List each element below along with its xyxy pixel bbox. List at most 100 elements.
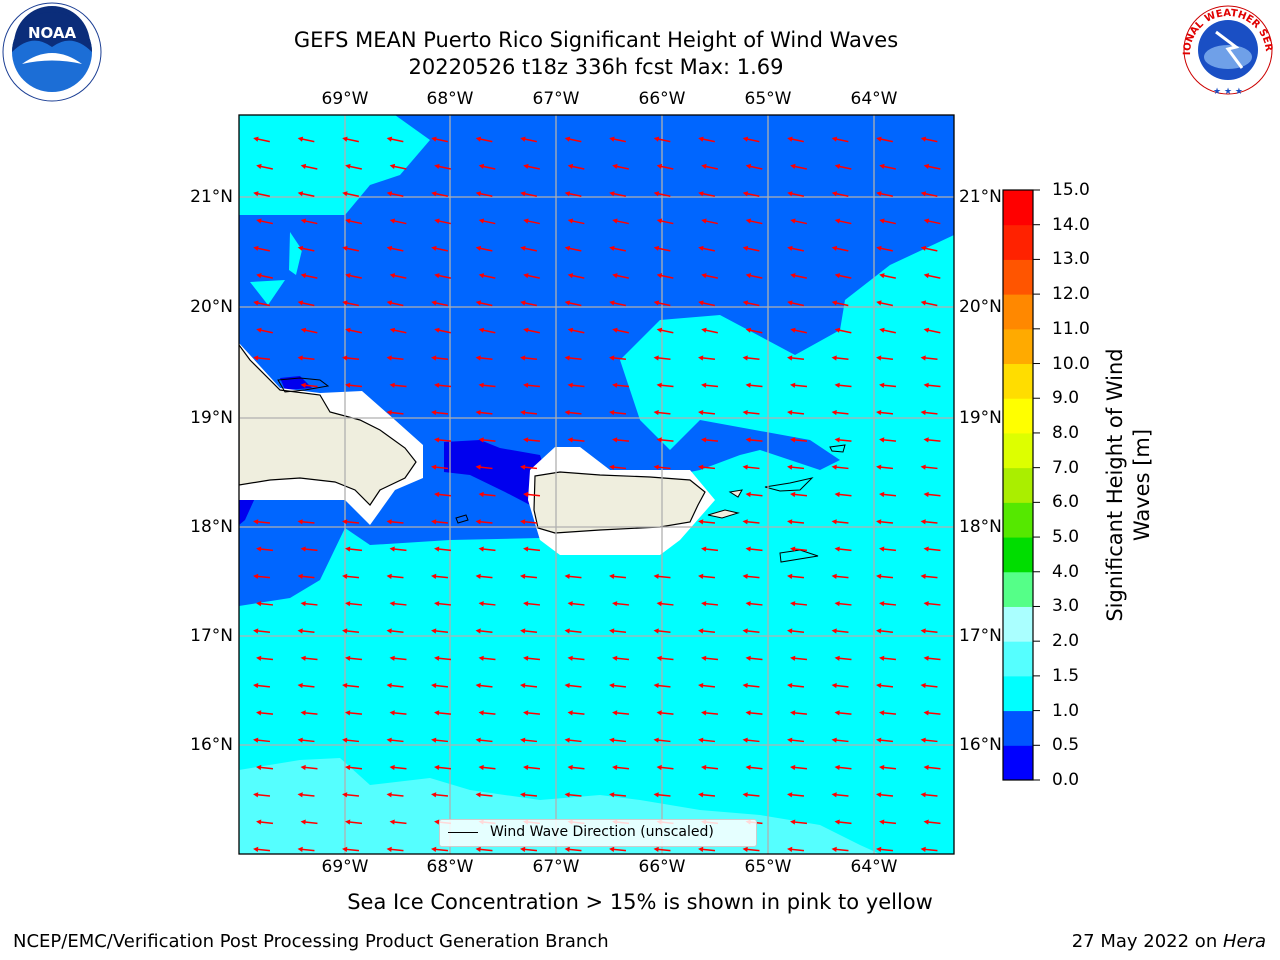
- wave-direction-arrow: [475, 792, 493, 798]
- wave-direction-arrow: [923, 601, 941, 607]
- wave-direction-arrow: [253, 300, 270, 307]
- wave-direction-arrow: [297, 300, 315, 307]
- wave-direction-arrow: [520, 846, 538, 852]
- wave-direction-arrow: [297, 355, 315, 361]
- wave-direction-arrow: [612, 327, 629, 334]
- wave-direction-arrow: [564, 792, 582, 798]
- wave-direction-arrow: [345, 163, 362, 170]
- wave-direction-arrow: [653, 573, 671, 579]
- wave-direction-arrow: [834, 710, 852, 716]
- wave-direction-arrow: [475, 191, 493, 197]
- wave-direction-arrow: [876, 519, 894, 525]
- wave-direction-arrow: [386, 300, 404, 307]
- colorbar-segment: [1003, 224, 1033, 260]
- wave-direction-arrow: [434, 218, 451, 225]
- wave-direction-arrow: [701, 218, 718, 225]
- wave-direction-arrow: [612, 437, 630, 443]
- colorbar-tick-label: 4.0: [1052, 561, 1080, 582]
- wave-direction-arrow: [478, 163, 496, 170]
- wave-direction-arrow: [520, 464, 538, 470]
- wave-direction-arrow: [701, 546, 719, 552]
- wave-direction-arrow: [345, 546, 363, 552]
- wave-direction-arrow: [831, 355, 849, 361]
- wave-direction-arrow: [834, 273, 852, 279]
- wave-direction-arrow: [256, 218, 273, 225]
- lon-label-bottom: 69°W: [321, 857, 369, 877]
- wave-direction-arrow: [386, 628, 404, 634]
- wave-direction-arrow: [653, 682, 671, 689]
- wave-direction-arrow: [389, 163, 407, 170]
- wave-direction-arrow: [656, 327, 674, 334]
- wave-direction-arrow: [831, 628, 849, 634]
- wave-direction-arrow: [879, 218, 896, 225]
- wave-direction-arrow: [742, 300, 760, 307]
- lat-label-left: 20°N: [190, 297, 233, 317]
- wave-direction-arrow: [567, 218, 585, 225]
- wave-direction-arrow: [342, 300, 359, 307]
- wave-direction-arrow: [389, 382, 407, 388]
- wave-direction-arrow: [831, 409, 849, 416]
- wave-direction-arrow: [478, 764, 496, 771]
- wave-direction-arrow: [787, 573, 805, 579]
- wave-direction-arrow: [698, 245, 715, 252]
- wave-direction-arrow: [876, 628, 894, 634]
- wave-direction-arrow: [253, 355, 271, 361]
- wave-direction-arrow: [831, 792, 849, 798]
- wave-direction-arrow: [831, 191, 849, 197]
- lon-label-top: 67°W: [532, 89, 580, 109]
- colorbar-segment: [1003, 467, 1033, 503]
- wave-direction-arrow: [431, 519, 449, 525]
- wave-direction-arrow: [567, 437, 585, 443]
- colorbar-tick-label: 10.0: [1052, 353, 1090, 374]
- lon-label-top: 65°W: [744, 89, 792, 109]
- wave-direction-arrow: [567, 710, 585, 716]
- wave-direction-arrow: [612, 764, 630, 771]
- wave-direction-arrow: [612, 163, 629, 170]
- wave-direction-arrow: [300, 382, 318, 388]
- wave-direction-arrow: [742, 846, 760, 852]
- wave-direction-arrow: [656, 163, 674, 170]
- wave-direction-arrow: [431, 846, 449, 852]
- wave-direction-arrow: [609, 846, 627, 852]
- wave-direction-arrow: [567, 382, 585, 388]
- wave-direction-arrow: [831, 245, 849, 252]
- colorbar-tick-label: 15.0: [1052, 180, 1090, 200]
- colorbar-tick-label: 1.0: [1052, 700, 1080, 721]
- wave-direction-arrow: [475, 846, 493, 852]
- wave-direction-arrow: [609, 355, 627, 361]
- wave-direction-arrow: [256, 601, 274, 607]
- wave-direction-arrow: [431, 355, 449, 361]
- wave-direction-arrow: [523, 327, 540, 334]
- wave-direction-arrow: [831, 682, 849, 689]
- wave-direction-arrow: [656, 764, 674, 771]
- lat-label-right: 19°N: [959, 408, 1002, 428]
- wave-direction-arrow: [520, 573, 538, 579]
- lon-label-top: 66°W: [638, 89, 686, 109]
- wave-direction-arrow: [923, 546, 941, 552]
- wave-direction-arrow: [256, 327, 273, 334]
- wave-direction-arrow: [923, 218, 941, 225]
- lat-label-right: 21°N: [959, 187, 1002, 207]
- wave-direction-arrow: [564, 300, 582, 307]
- colorbar-tick-label: 8.0: [1052, 422, 1080, 443]
- wave-direction-arrow: [742, 464, 760, 470]
- wave-direction-arrow: [876, 191, 893, 197]
- wave-direction-arrow: [745, 601, 763, 607]
- wave-direction-arrow: [920, 191, 938, 197]
- wave-direction-arrow: [698, 737, 716, 743]
- colorbar-segment: [1003, 432, 1033, 469]
- wave-direction-arrow: [431, 792, 449, 798]
- wave-direction-arrow: [656, 601, 674, 607]
- wave-direction-arrow: [564, 573, 582, 579]
- wave-direction-arrow: [434, 327, 451, 334]
- wave-direction-arrow: [876, 846, 894, 852]
- colorbar-tick-label: 9.0: [1052, 388, 1080, 409]
- wave-direction-arrow: [701, 327, 718, 334]
- lat-label-left: 21°N: [190, 187, 233, 207]
- wave-direction-arrow: [523, 273, 540, 279]
- colorbar-tick-label: 12.0: [1052, 284, 1090, 305]
- wave-direction-arrow: [742, 245, 760, 252]
- wave-direction-arrow: [787, 628, 805, 634]
- wave-direction-arrow: [256, 764, 274, 771]
- wave-direction-arrow: [478, 437, 496, 443]
